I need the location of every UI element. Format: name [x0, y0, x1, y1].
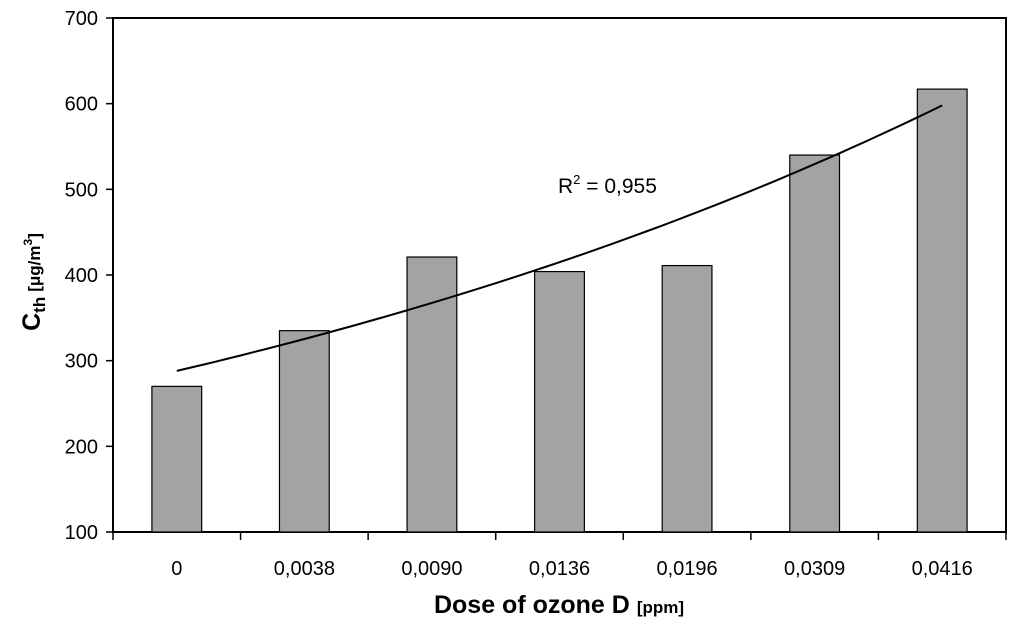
bar — [151, 385, 203, 533]
r-squared-exponent: 2 — [573, 172, 580, 187]
x-tick-label: 0 — [171, 558, 182, 580]
x-axis-title-unit: [ppm] — [637, 598, 684, 617]
y-axis-ticks: 100 200 300 400 500 600 700 — [65, 8, 113, 544]
x-axis-title: Dose of ozone D [ppm] — [434, 591, 684, 619]
y-axis-title-unit: [μg/m — [25, 245, 44, 291]
y-tick-label: 500 — [65, 179, 98, 201]
r-squared-annotation: R2 = 0,955 — [558, 172, 657, 198]
y-axis-title-unit-end: ] — [25, 233, 44, 239]
y-axis-title: Cth [μg/m3] — [18, 233, 49, 331]
x-tick-label: 0,0416 — [912, 558, 973, 580]
bar — [789, 154, 841, 533]
y-axis-title-unit-superscript: 3 — [21, 238, 35, 245]
y-tick-label: 600 — [65, 94, 98, 116]
x-tick-label: 0,0090 — [401, 558, 462, 580]
x-tick-label: 0,0136 — [529, 558, 590, 580]
bar — [916, 88, 968, 533]
y-tick-label: 400 — [65, 265, 98, 287]
x-axis-ticks: 0 0,0038 0,0090 0,0136 0,0196 0,0309 0,0416 — [112, 532, 1007, 580]
x-tick-label: 0,0038 — [274, 558, 335, 580]
r-squared-value: = 0,955 — [580, 175, 656, 198]
bar — [534, 270, 585, 533]
bar — [278, 330, 330, 533]
y-axis-title-subscript: th — [30, 297, 49, 313]
y-tick-label: 300 — [65, 351, 98, 373]
y-tick-label: 700 — [65, 8, 98, 30]
x-axis-title-main: Dose of ozone D — [434, 591, 630, 619]
y-tick-label: 100 — [65, 522, 98, 544]
r-squared-base: R — [558, 175, 573, 198]
x-tick-label: 0,0196 — [656, 558, 717, 580]
trendline — [176, 104, 943, 372]
y-axis-title-main: C — [18, 313, 46, 331]
bar — [661, 264, 713, 533]
x-tick-label: 0,0309 — [784, 558, 845, 580]
bars — [151, 88, 968, 533]
y-tick-label: 200 — [65, 436, 98, 458]
